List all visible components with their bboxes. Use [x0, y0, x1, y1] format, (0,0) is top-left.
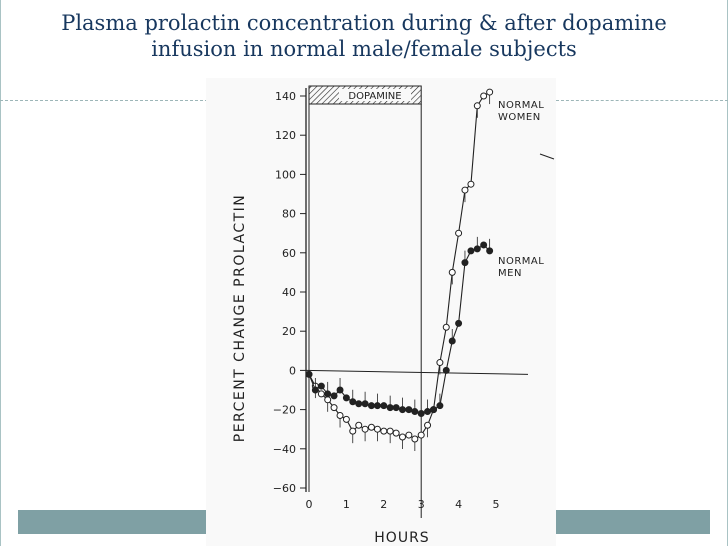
title-divider-left — [0, 100, 218, 101]
infusion-label-backing — [339, 89, 411, 101]
data-point-open — [424, 421, 432, 429]
data-series — [305, 88, 494, 451]
data-point-open — [467, 180, 475, 188]
infusion-marker: DOPAMINE — [308, 85, 422, 518]
data-point-filled — [430, 406, 438, 414]
data-point-filled — [399, 406, 406, 414]
data-point-open — [373, 425, 381, 433]
data-point-filled — [330, 392, 338, 400]
data-point-open — [386, 427, 394, 435]
data-point-filled — [405, 406, 413, 414]
x-tick-label: 5 — [493, 498, 500, 511]
x-tick-label: 0 — [306, 498, 313, 511]
y-tick-label: 80 — [282, 208, 296, 221]
data-point-filled — [436, 402, 444, 410]
data-point-filled — [355, 400, 363, 408]
data-point-open — [392, 429, 400, 437]
data-point-open — [367, 423, 375, 431]
data-point-open — [324, 396, 332, 404]
slide-title-line-2: infusion in normal male/female subjects — [151, 37, 577, 61]
data-point-filled — [442, 366, 450, 374]
data-point-filled — [311, 386, 319, 394]
data-point-open — [317, 390, 325, 398]
y-tick-label: −60 — [273, 482, 296, 495]
data-point-open — [417, 431, 425, 439]
y-tick-label: 140 — [275, 90, 296, 103]
data-point-open — [461, 186, 469, 194]
data-point-open — [411, 435, 419, 443]
series-line — [308, 244, 491, 415]
data-point-filled — [448, 337, 456, 345]
data-point-open — [361, 425, 369, 433]
data-point-filled — [417, 410, 425, 418]
data-point-filled — [349, 398, 357, 406]
x-tick-labels: 012345 — [306, 498, 500, 511]
footer-band-right — [556, 510, 710, 534]
data-point-open — [336, 411, 344, 419]
data-point-filled — [386, 404, 394, 412]
data-point-filled — [361, 400, 369, 408]
data-point-open — [342, 415, 350, 423]
data-point-filled — [380, 402, 388, 410]
y-tick-label: 100 — [275, 168, 296, 181]
x-tick-label: 2 — [380, 498, 387, 511]
x-tick-label: 4 — [455, 498, 462, 511]
slide-title: Plasma prolactin concentration during & … — [40, 10, 688, 62]
data-point-filled — [317, 382, 325, 390]
slide-left-border — [0, 0, 1, 546]
y-tick-labels: 140 120 100 80 60 40 20 0 −20 −40 −60 — [273, 90, 296, 495]
y-tick-label: 40 — [282, 286, 296, 299]
x-tick-label: 1 — [343, 498, 350, 511]
data-point-filled — [336, 386, 344, 394]
data-point-open — [455, 229, 463, 237]
data-point-filled — [342, 394, 350, 402]
data-point-filled — [392, 404, 400, 412]
data-point-open — [349, 427, 357, 435]
data-point-filled — [473, 245, 481, 253]
data-point-open — [436, 359, 444, 367]
data-point-filled — [324, 390, 332, 398]
zero-reference-line — [305, 369, 529, 375]
data-point-filled — [486, 247, 494, 255]
data-point-filled — [455, 319, 463, 327]
series-label: NORMAL MEN — [498, 256, 544, 279]
x-axis-title: HOURS — [374, 530, 429, 546]
y-tick-label: −20 — [273, 404, 296, 417]
data-point-open — [442, 323, 450, 331]
data-point-open — [380, 427, 388, 435]
scan-stray-mark — [539, 153, 555, 160]
data-point-filled — [424, 408, 432, 416]
y-axis-title: PERCENT CHANGE PROLACTIN — [232, 194, 248, 442]
data-point-filled — [373, 402, 381, 410]
y-tick-label: 20 — [282, 325, 296, 338]
data-point-filled — [480, 241, 488, 249]
footer-band-left — [18, 510, 212, 534]
data-point-open — [473, 102, 481, 110]
chart-axes — [300, 88, 555, 492]
data-point-open — [405, 431, 413, 439]
chart-text-labels: NORMAL WOMEN NORMAL MEN PERCENT CHANGE PROLA… — [232, 100, 544, 546]
data-point-open — [355, 421, 363, 429]
series-line — [308, 91, 490, 440]
data-point-open — [480, 92, 488, 100]
data-point-filled — [467, 247, 475, 255]
data-point-open — [448, 268, 456, 276]
data-point-filled — [305, 370, 313, 378]
data-point-filled — [411, 408, 419, 416]
y-tick-label: 120 — [275, 129, 296, 142]
dopamine-label: DOPAMINE — [348, 91, 401, 102]
data-point-filled — [367, 402, 375, 410]
data-point-open — [330, 404, 338, 412]
slide-title-line-1: Plasma prolactin concentration during & … — [61, 11, 667, 35]
data-point-open — [399, 433, 406, 441]
data-point-filled — [461, 259, 469, 267]
title-divider-right — [556, 100, 728, 101]
data-point-open — [486, 88, 494, 96]
y-tick-label: 0 — [289, 364, 296, 377]
y-tick-label: −40 — [273, 443, 296, 456]
y-tick-label: 60 — [282, 247, 296, 260]
series-label: NORMAL WOMEN — [498, 100, 544, 123]
